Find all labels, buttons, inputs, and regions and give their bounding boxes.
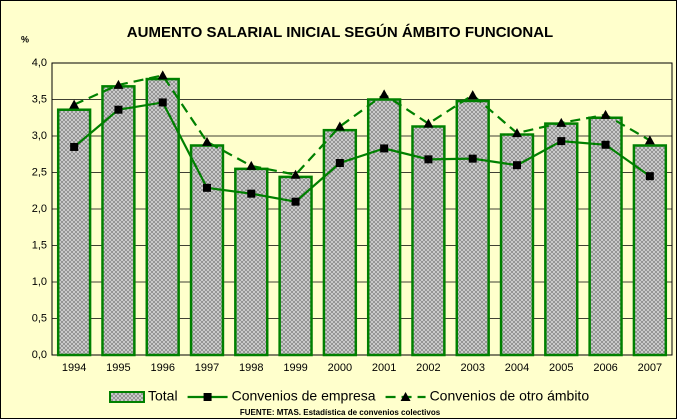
- x-tick-label: 2001: [372, 362, 396, 374]
- marker: [334, 121, 345, 131]
- y-axis-label: %: [21, 34, 29, 44]
- bar: [632, 144, 668, 357]
- x-tick-label: 2003: [460, 362, 484, 374]
- bar: [101, 85, 136, 357]
- marker: [290, 169, 301, 179]
- x-tick-label: 2004: [505, 362, 529, 374]
- marker: [379, 89, 390, 99]
- bar: [588, 116, 623, 357]
- x-tick-label: 1995: [106, 362, 130, 374]
- marker: [114, 105, 123, 114]
- marker: [69, 99, 80, 109]
- marker: [424, 155, 433, 164]
- marker: [247, 189, 256, 198]
- y-tick-label: 2,5: [32, 166, 47, 178]
- bar: [499, 133, 535, 357]
- y-tick-label: 4,0: [32, 57, 47, 69]
- marker: [113, 79, 124, 89]
- x-tick-label: 1994: [62, 362, 86, 374]
- legend-swatch: [109, 391, 145, 403]
- marker: [513, 161, 521, 170]
- marker: [423, 118, 434, 128]
- bar: [234, 167, 269, 357]
- x-tick-label: 2007: [638, 362, 662, 374]
- x-tick-label: 2005: [549, 362, 573, 374]
- marker: [203, 183, 211, 192]
- marker: [601, 140, 610, 149]
- legend-marker: [203, 393, 212, 401]
- marker: [202, 136, 212, 146]
- legend-label: Convenios de otro ámbito: [430, 388, 590, 404]
- marker: [644, 135, 655, 145]
- chart-title: AUMENTO SALARIAL INICIAL SEGÚN ÁMBITO FU…: [127, 23, 553, 41]
- x-tick-label: 1998: [239, 362, 263, 374]
- legend-label: Total: [148, 388, 178, 404]
- marker: [380, 144, 389, 153]
- marker: [158, 98, 167, 107]
- marker: [468, 154, 477, 163]
- line: [73, 101, 651, 203]
- marker: [291, 197, 300, 206]
- source: FUENTE: MTAS. Estadística de convenios c…: [240, 408, 441, 417]
- y-tick-label: 0,0: [32, 349, 47, 361]
- legend-marker: [400, 392, 411, 401]
- y-tick-label: 3,5: [32, 93, 47, 105]
- bar: [322, 128, 358, 357]
- bar: [366, 98, 402, 357]
- x-tick-label: 1999: [283, 362, 307, 374]
- marker: [246, 160, 257, 170]
- marker: [467, 90, 478, 100]
- bar: [189, 144, 225, 357]
- bar: [455, 99, 490, 357]
- x-tick-label: 1996: [150, 362, 174, 374]
- marker: [600, 109, 611, 119]
- legend-label: Convenios de empresa: [232, 388, 376, 404]
- y-tick-label: 3,0: [32, 130, 47, 142]
- line: [73, 74, 651, 176]
- y-tick-label: 1,5: [32, 239, 47, 251]
- y-tick-label: 2,0: [32, 203, 47, 215]
- x-tick-label: 2006: [593, 362, 617, 374]
- marker: [512, 128, 522, 138]
- marker: [157, 70, 168, 80]
- marker: [335, 159, 344, 168]
- marker: [557, 137, 566, 146]
- bar: [145, 77, 180, 357]
- y-tick-label: 0,5: [32, 312, 47, 324]
- x-tick-label: 2000: [328, 362, 352, 374]
- x-tick-label: 2002: [416, 362, 440, 374]
- marker: [556, 117, 567, 127]
- y-tick-label: 1,0: [32, 276, 47, 288]
- x-tick-label: 1997: [195, 362, 219, 374]
- bar: [544, 122, 579, 357]
- marker: [70, 142, 79, 151]
- marker: [645, 172, 654, 181]
